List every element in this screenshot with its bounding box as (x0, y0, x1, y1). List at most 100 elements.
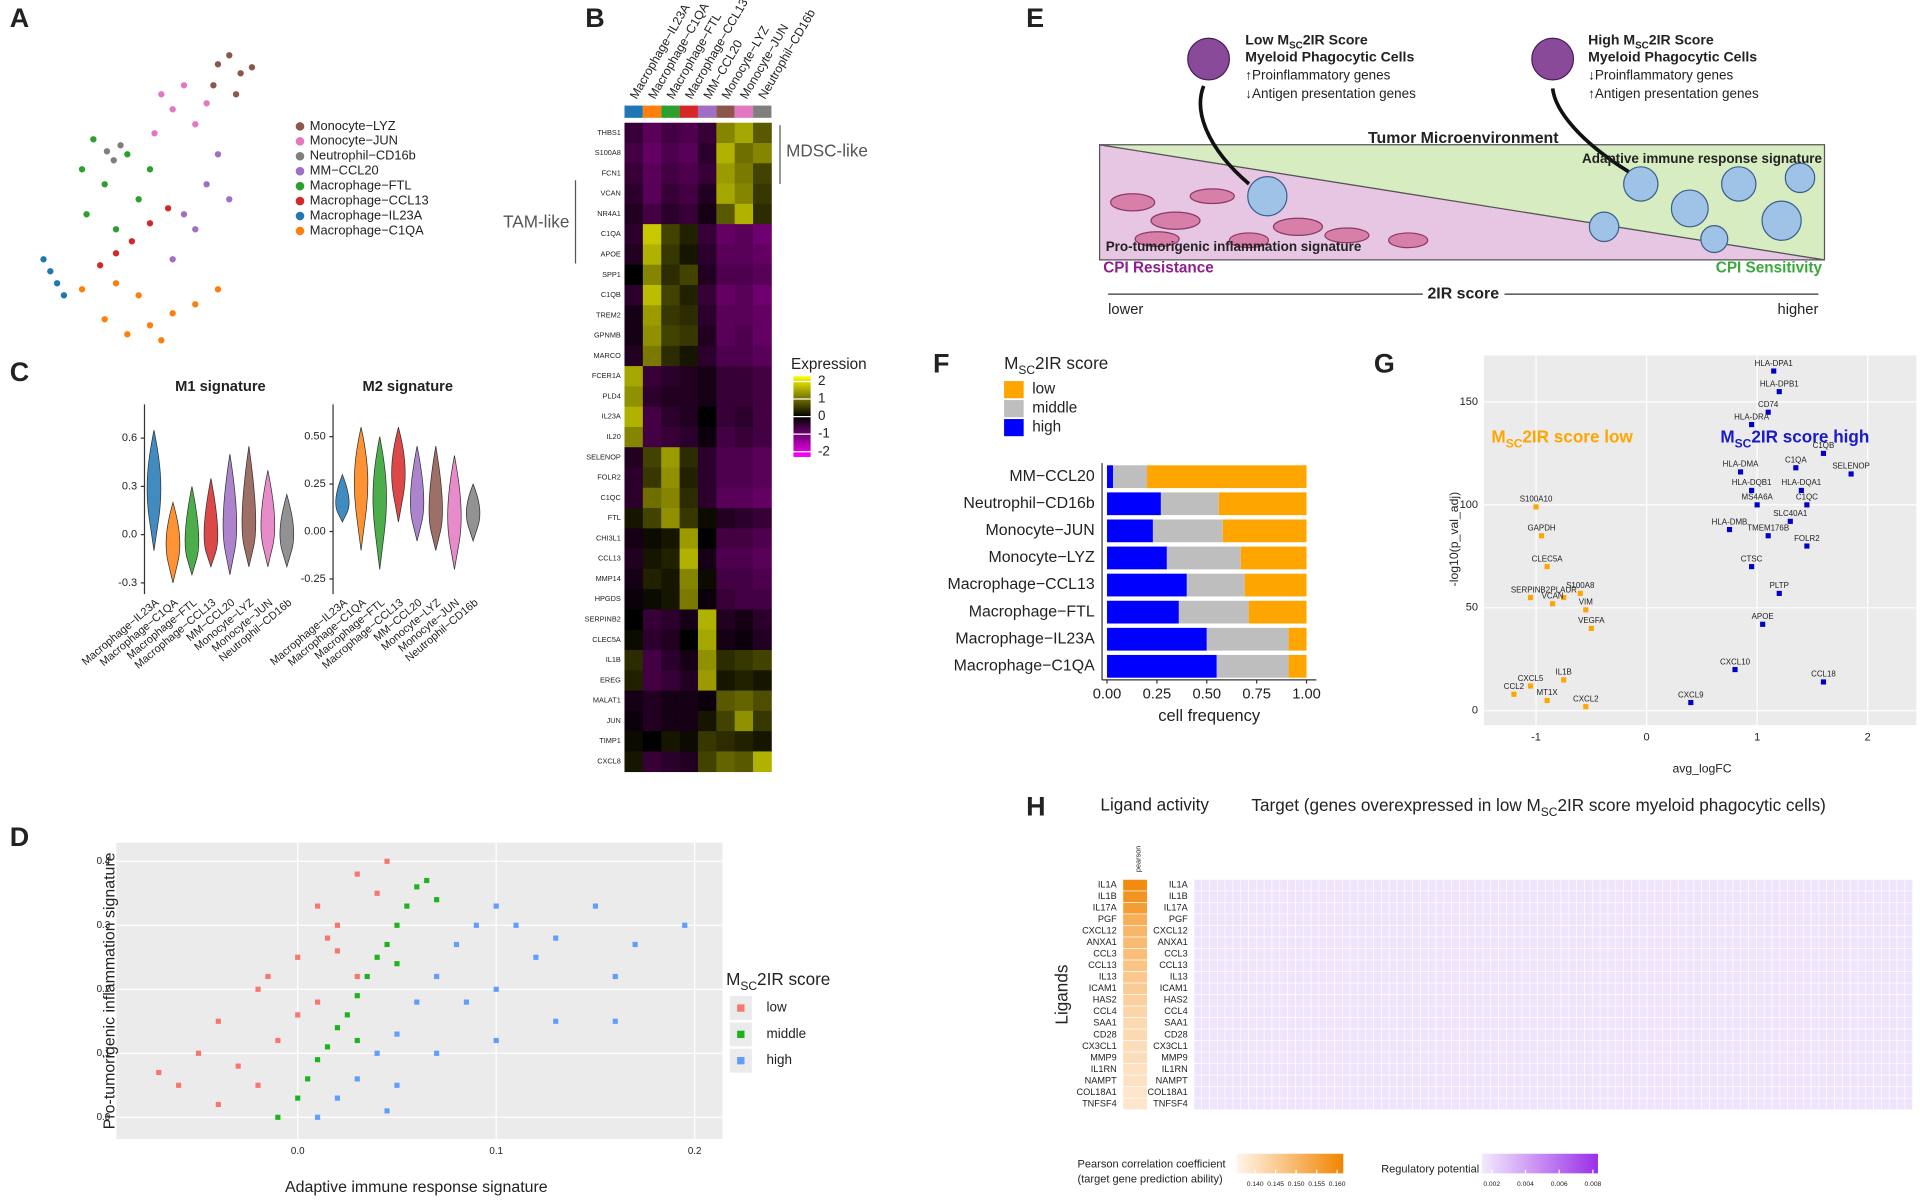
target-cell (1373, 1074, 1382, 1087)
target-cell (1756, 1005, 1765, 1018)
target-cell (1709, 925, 1718, 938)
x-axis-title: Adaptive immune response signature (285, 1179, 548, 1196)
target-cell (1529, 948, 1538, 961)
target-cell (1771, 879, 1781, 892)
target-cell (1904, 902, 1913, 915)
target-cell (1521, 1028, 1531, 1041)
target-cell (1326, 925, 1335, 938)
target-cell (1865, 1063, 1874, 1076)
point (374, 1050, 380, 1056)
point (1765, 533, 1771, 539)
target-cell (1615, 1063, 1624, 1076)
target-cell (1467, 1063, 1476, 1076)
target-cell (1842, 1028, 1851, 1041)
target-cell (1592, 982, 1601, 995)
target-cell (1670, 1040, 1679, 1053)
row-label: VCAN (600, 189, 620, 198)
violin (372, 436, 387, 570)
target-cell (1373, 1051, 1382, 1064)
target-cell (1701, 1063, 1710, 1076)
colorbar-label: 2 (818, 373, 825, 388)
point (354, 973, 360, 980)
heatmap-cell (661, 670, 680, 691)
target-cell (1724, 913, 1734, 926)
target-cell (1529, 890, 1538, 903)
target-cell (1560, 1097, 1570, 1110)
target-cell (1482, 982, 1492, 995)
target-cell (1881, 1040, 1890, 1053)
target-cell (1342, 1063, 1351, 1076)
target-cell (1193, 913, 1202, 926)
target-cell (1584, 1005, 1593, 1018)
target-cell (1717, 971, 1726, 984)
target-cell (1779, 925, 1788, 938)
target-cell (1810, 902, 1820, 915)
target-cell (1568, 879, 1578, 892)
point (394, 1031, 400, 1037)
target-cell (1435, 1063, 1445, 1076)
target-cell (1693, 925, 1703, 938)
legend-label: middle (767, 1026, 807, 1041)
target-cell (1677, 1051, 1687, 1064)
target-cell (1513, 1074, 1523, 1087)
target-cell (1779, 890, 1788, 903)
legend-marker (295, 122, 305, 131)
target-cell (1334, 936, 1343, 949)
target-cell (1568, 1063, 1578, 1076)
target-cell (1810, 890, 1820, 903)
target-cell (1646, 936, 1656, 949)
target-cell (1357, 902, 1367, 915)
target-cell (1263, 1063, 1273, 1076)
target-cell (1201, 936, 1210, 949)
row-label: PGF (1169, 914, 1188, 924)
target-cell (1763, 1051, 1773, 1064)
target-cell (1513, 1040, 1523, 1053)
target-cell (1482, 1063, 1492, 1076)
heatmap-cell (661, 568, 680, 590)
target-cell (1256, 982, 1265, 995)
target-cell (1482, 1097, 1492, 1110)
legend-label: low (1032, 381, 1056, 398)
target-cell (1256, 1028, 1265, 1041)
target-cell (1732, 890, 1742, 903)
heatmap-cell (716, 670, 736, 691)
target-cell (1732, 1074, 1742, 1087)
column-label: pearson (1134, 846, 1143, 872)
target-cell (1224, 1074, 1234, 1087)
target-cell (1256, 879, 1265, 892)
target-cell (1802, 1051, 1812, 1064)
target-cell (1224, 925, 1234, 938)
legend-marker (295, 166, 305, 176)
target-cell (1552, 925, 1562, 938)
heatmap-cell (697, 710, 717, 732)
point (1737, 469, 1744, 475)
target-cell (1724, 925, 1734, 938)
target-cell (1865, 1086, 1874, 1099)
target-cell (1685, 1005, 1695, 1018)
text-part: SC (1541, 805, 1558, 819)
point-label: GAPDH (1527, 523, 1555, 532)
target-cell (1873, 925, 1882, 938)
target-cell (1342, 925, 1351, 938)
target-cell (1451, 879, 1460, 892)
target-cell (1490, 936, 1499, 949)
heatmap-cell (679, 143, 699, 164)
target-cell (1404, 959, 1413, 972)
target-cell (1271, 913, 1281, 926)
target-cell (1818, 890, 1828, 903)
target-cell (1545, 913, 1554, 926)
point (53, 280, 61, 287)
heatmap-cell (753, 325, 772, 347)
heatmap-cell (716, 163, 736, 184)
target-cell (1677, 971, 1687, 984)
target-cell (1717, 1005, 1726, 1018)
target-cell (1592, 879, 1601, 892)
target-cell (1232, 936, 1242, 949)
target-cell (1638, 1028, 1648, 1041)
target-cell (1631, 1051, 1640, 1064)
target-cell (1396, 1017, 1406, 1030)
target-cell (1373, 925, 1382, 938)
heatmap-cell (642, 426, 662, 448)
heatmap-cell (753, 609, 772, 631)
panel-label: D (10, 822, 29, 852)
